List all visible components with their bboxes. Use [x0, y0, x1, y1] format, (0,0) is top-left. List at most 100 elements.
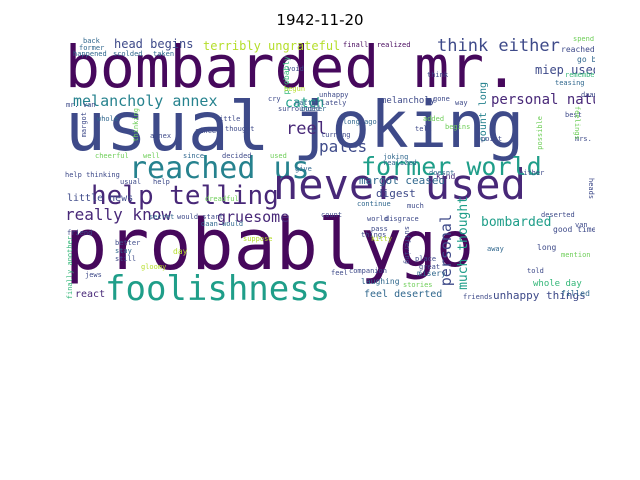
- cloud-word: good time: [553, 225, 595, 234]
- cloud-word: still: [115, 255, 137, 263]
- cloud-word: scolded: [113, 50, 143, 58]
- cloud-word: feelings: [573, 106, 581, 140]
- cloud-word: miep used: [535, 63, 595, 77]
- cloud-word: turning: [321, 131, 351, 139]
- cloud-word: usual: [65, 88, 270, 167]
- cloud-word: thought: [225, 125, 255, 133]
- cloud-word: suppose: [243, 235, 273, 243]
- cloud-word: laughing: [361, 277, 400, 286]
- cloud-word: annex: [150, 132, 172, 140]
- cloud-word: deserted: [541, 211, 575, 219]
- cloud-word: usual: [120, 178, 142, 186]
- cloud-word: whole: [97, 115, 119, 123]
- cloud-word: surrounded: [278, 105, 321, 113]
- cloud-word: place: [415, 255, 437, 263]
- cloud-word: realized: [383, 159, 417, 167]
- cloud-word: bother: [301, 105, 327, 113]
- cloud-word: back: [83, 37, 100, 45]
- cloud-word: pass: [371, 225, 388, 233]
- cloud-word: taken: [153, 50, 175, 58]
- cloud-word: doesnt: [429, 169, 455, 177]
- cloud-word: give: [295, 165, 312, 173]
- cloud-word: point: [481, 135, 503, 143]
- cloud-word: much: [407, 202, 424, 210]
- cloud-word: either: [519, 169, 545, 177]
- cloud-word: help telling: [91, 181, 279, 211]
- word-cloud: bombarded mr. usual joking reached us ne…: [65, 36, 595, 301]
- cloud-word: finally another: [66, 236, 74, 300]
- cloud-word: foolishness: [105, 269, 331, 301]
- cloud-word: go: [399, 208, 474, 281]
- cloud-word: mr. van: [66, 101, 96, 109]
- cloud-word: catch: [285, 96, 325, 111]
- cloud-word: would start: [177, 213, 224, 221]
- cloud-word: react: [75, 289, 106, 300]
- cloud-word: bombarded: [481, 215, 552, 230]
- cloud-word: count: [321, 211, 343, 219]
- cloud-word: probably: [65, 204, 403, 286]
- cloud-word: filled: [561, 289, 590, 298]
- cloud-word: former world: [361, 152, 542, 181]
- cloud-word: world: [367, 215, 389, 223]
- cloud-word: kitty: [371, 235, 393, 243]
- cloud-word: great: [419, 263, 441, 271]
- cloud-word: begun: [284, 85, 306, 93]
- cloud-word: reached: [561, 45, 595, 54]
- cloud-word: gone: [433, 95, 450, 103]
- cloud-word: things: [361, 231, 387, 239]
- cloud-word: friend: [67, 229, 93, 237]
- cloud-word: happened: [73, 50, 107, 58]
- cloud-word: feel deserted: [364, 289, 443, 300]
- cloud-word: margot: [80, 112, 88, 138]
- cloud-word: gruesome: [217, 208, 290, 226]
- cloud-word: lately: [321, 99, 347, 107]
- cloud-word: help thinking: [65, 171, 120, 179]
- cloud-word: misery: [417, 269, 446, 278]
- cloud-word: personal nature: [491, 92, 595, 108]
- cloud-word: possible: [536, 116, 544, 150]
- cloud-word: void: [287, 65, 304, 73]
- cloud-word: suffering: [403, 226, 411, 264]
- cloud-word: thinking: [132, 108, 140, 142]
- cloud-word: little news: [67, 193, 134, 204]
- cloud-word: daan: [581, 91, 595, 99]
- cloud-word: continue: [357, 200, 391, 208]
- cloud-word: former: [79, 44, 105, 52]
- cloud-word: day: [173, 247, 188, 256]
- cloud-word: digest: [376, 187, 416, 200]
- cloud-word: added: [423, 115, 445, 123]
- cloud-word: well: [143, 152, 160, 160]
- cloud-word: reel: [286, 119, 327, 139]
- cloud-word: little: [215, 115, 241, 123]
- cloud-word: really know: [65, 205, 171, 224]
- cloud-word: since: [195, 127, 217, 135]
- cloud-word: used: [270, 152, 287, 160]
- cloud-word: tell: [415, 125, 432, 133]
- cloud-word: friends: [463, 293, 493, 301]
- cloud-word: best: [565, 111, 582, 119]
- cloud-word: melancholy: [381, 96, 436, 106]
- cloud-word: margot ceased: [359, 174, 446, 187]
- cloud-word: teasing: [555, 79, 585, 87]
- cloud-word: decided: [222, 152, 252, 160]
- cloud-word: gloomy: [141, 263, 167, 271]
- cloud-word: joking: [293, 89, 525, 163]
- cloud-word: bombarded mr.: [65, 36, 519, 101]
- cloud-word: stories: [403, 281, 433, 289]
- cloud-word: never used: [273, 160, 526, 209]
- cloud-word: whole day: [533, 279, 582, 289]
- cloud-word: much thought: [456, 196, 471, 290]
- cloud-word: way: [455, 99, 468, 107]
- cloud-word: van: [575, 221, 588, 229]
- cloud-word: secret: [149, 213, 175, 221]
- cloud-word: kind: [436, 172, 456, 181]
- cloud-word: mention: [561, 251, 591, 259]
- cloud-word: help: [153, 178, 170, 186]
- cloud-word: told: [527, 267, 544, 275]
- cloud-word: since: [183, 152, 205, 160]
- cloud-word: cheerful: [95, 152, 129, 160]
- cloud-word: joking: [383, 153, 409, 161]
- figure-title: 1942-11-20: [276, 11, 364, 29]
- cloud-word: companion: [349, 267, 387, 275]
